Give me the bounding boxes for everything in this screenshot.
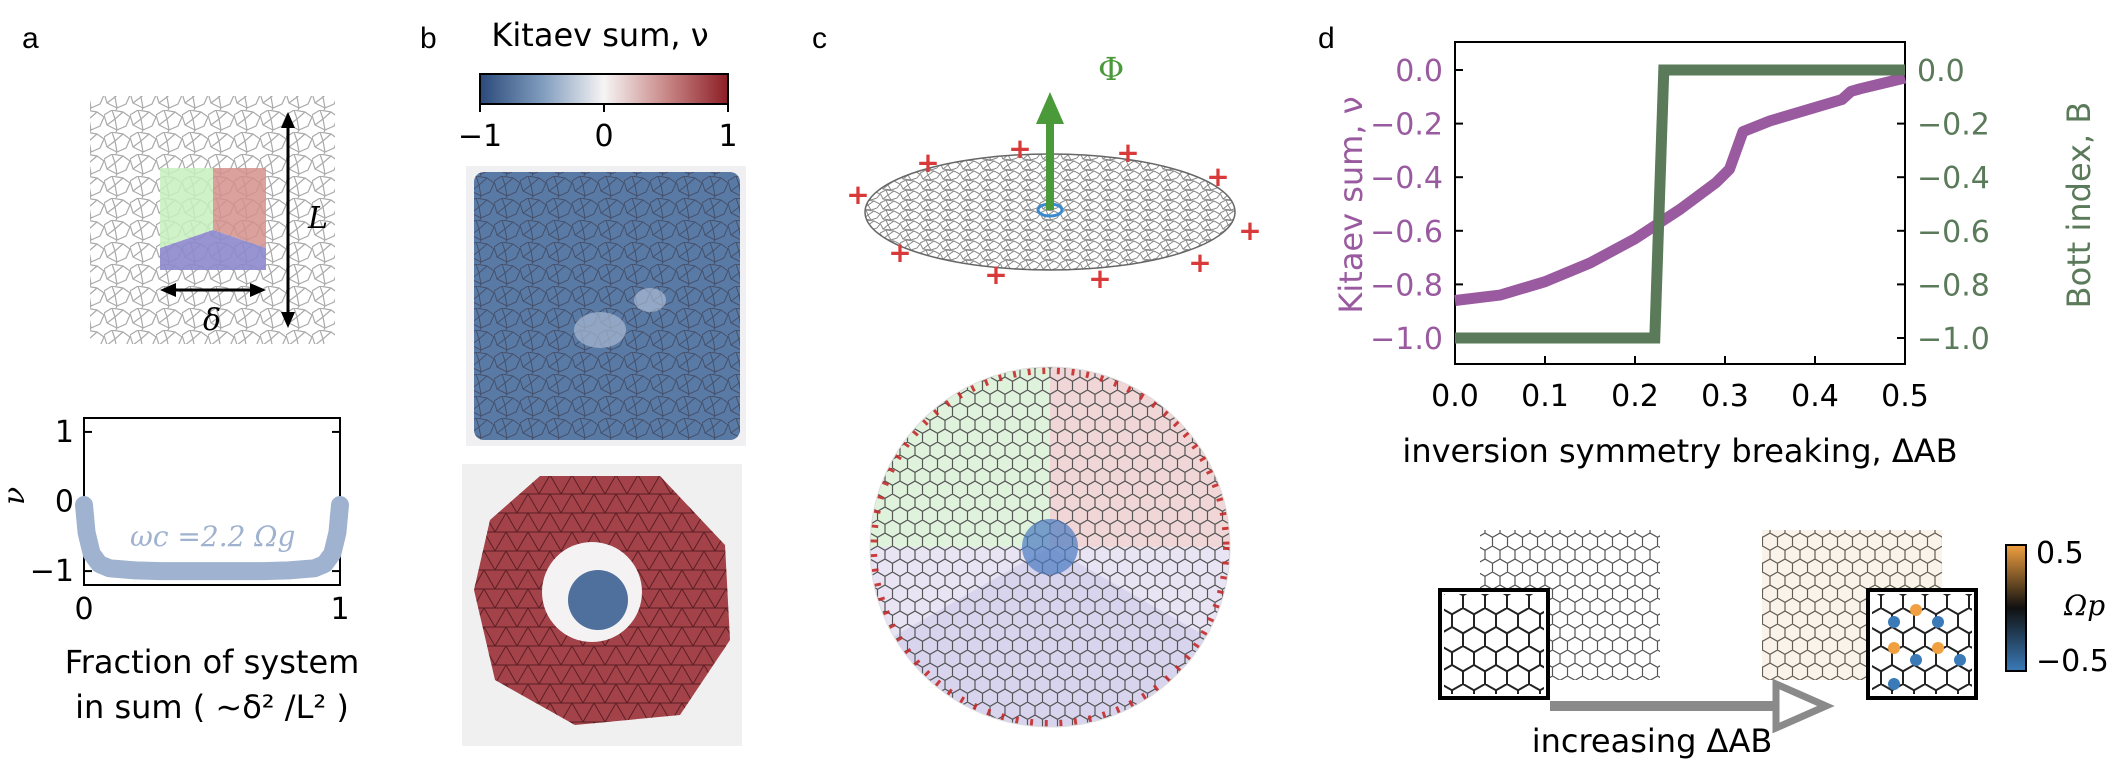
svg-text:+: +: [984, 258, 1007, 291]
delta-label: δ: [203, 303, 221, 338]
series-line-kitaev: [1454, 72, 1907, 306]
kitaev-map-donut-core: [568, 570, 628, 630]
panel-label-b: b: [420, 22, 437, 55]
colorbar-omega-tick-min: −0.5: [2036, 644, 2109, 679]
series-line-bott: [1455, 64, 1905, 344]
series-line-omega: [75, 496, 349, 581]
svg-text:+: +: [916, 146, 939, 179]
increasing-arrow-label: increasing ΔAB: [1532, 722, 1773, 760]
increasing-arrow: [1550, 678, 1835, 734]
plot-d-ytick-right-label: −1.0: [1917, 322, 1990, 357]
svg-text:+: +: [1088, 262, 1111, 295]
colorbar-omega: [2005, 544, 2027, 672]
lattice-broken-sites: [1888, 604, 1966, 690]
svg-text:+: +: [846, 178, 869, 211]
plot-d-xlabel: inversion symmetry breaking, ΔAB: [1402, 432, 1957, 470]
panel-label-a: a: [22, 22, 39, 55]
svg-text:+: +: [1188, 246, 1211, 279]
colorbar-omega-tick-max: 0.5: [2036, 536, 2084, 571]
flux-arrow: [1036, 92, 1064, 210]
plot-d-ytick-right-label: −0.2: [1917, 108, 1990, 143]
disk-lattice: [870, 367, 1230, 727]
kitaev-map-light-patch: [574, 312, 626, 348]
plot-d-ticks: 0.0 0.1 0.2 0.3 0.4 0.5 0.0 0.0 −0.2 −0.2 −0.4 −0.4…: [1370, 54, 1990, 414]
panel-d-insets: 0.5 −0.5 Ωp increasing ΔAB: [1438, 530, 2109, 760]
plot-d-ytick-left-label: −0.2: [1370, 108, 1443, 143]
colorbar-b-tick-mid: 0: [594, 119, 613, 154]
svg-text:+: +: [1206, 160, 1229, 193]
plot-a-xlabel-line2: in sum ( ∼δ² /L² ): [75, 688, 349, 726]
L-arrow: [281, 112, 295, 328]
flux-label: Φ: [1098, 50, 1124, 88]
panel-d-plot: 0.0 0.1 0.2 0.3 0.4 0.5 0.0 0.0 −0.2 −0.2 −0.4 −0.4…: [1332, 41, 2098, 470]
L-label: L: [307, 201, 328, 236]
lattice-broken-zoom-pattern: [1872, 594, 1972, 694]
colorbar-b: [479, 73, 729, 105]
panel-label-c: c: [812, 22, 827, 55]
colorbar-b-tick-min: −1: [458, 119, 502, 154]
plot-d-ytick-left-label: −0.6: [1370, 215, 1443, 250]
plot-d-ytick-left-label: −0.8: [1370, 268, 1443, 303]
plot-d-ytick-right-label: 0.0: [1917, 54, 1965, 89]
panel-a-schematic: L δ: [90, 96, 335, 344]
delta-arrow: [160, 283, 266, 297]
plot-d-xtick-label: 0.1: [1521, 379, 1569, 414]
colorbar-b-title: Kitaev sum, ν: [491, 16, 708, 54]
plot-a-xlabel-line1: Fraction of system: [65, 643, 360, 681]
region-red: [213, 168, 266, 248]
svg-text:+: +: [888, 236, 911, 269]
region-green: [160, 168, 213, 248]
panel-a-plot: 0 110−1 ωc =2.2 Ωg ν Fraction of system i…: [0, 415, 359, 726]
panel-b: Kitaev sum, ν −1 0 1: [458, 16, 746, 746]
svg-text:+: +: [1008, 132, 1031, 165]
plot-d-frame: [1454, 41, 1906, 365]
plot-d-ytick-left-label: −1.0: [1370, 322, 1443, 357]
plot-d-xtick-label: 0.0: [1431, 379, 1479, 414]
plot-d-ytick-right-label: −0.8: [1917, 268, 1990, 303]
plot-a-ytick-label: −1: [30, 554, 74, 589]
colorbar-b-tick-max: 1: [718, 119, 737, 154]
plot-d-xtick-label: 0.2: [1611, 379, 1659, 414]
kitaev-map-light-patch-2: [634, 288, 666, 312]
plot-a-ylabel: ν: [0, 487, 32, 505]
panel-label-d: d: [1318, 22, 1335, 55]
series-annotation-omega: ωc =2.2 Ωg: [130, 520, 295, 553]
plot-a-xtick-label: 0: [74, 592, 93, 627]
svg-text:+: +: [1116, 136, 1139, 169]
plot-d-ytick-left-label: −0.4: [1370, 161, 1443, 196]
svg-text:+: +: [1238, 214, 1261, 247]
plot-a-ytick-label: 1: [55, 415, 74, 450]
lattice-unbroken-zoom-pattern: [1444, 594, 1544, 694]
plot-d-xtick-label: 0.3: [1701, 379, 1749, 414]
region-blue: [160, 230, 266, 270]
plot-a-frame: [83, 417, 341, 586]
plot-d-ytick-right-label: −0.4: [1917, 161, 1990, 196]
kitaev-map-amorphous-cells: [474, 172, 740, 440]
plot-d-xtick-label: 0.4: [1791, 379, 1839, 414]
plot-d-xtick-label: 0.5: [1881, 379, 1929, 414]
plot-d-ytick-left-label: 0.0: [1395, 54, 1443, 89]
boundary-crosses: + + + + + + + + + +: [846, 132, 1261, 295]
plot-d-ylabel-right: Bott index, B: [2060, 102, 2098, 309]
colorbar-omega-label: Ωp: [2063, 589, 2105, 622]
colorbar-b-ticks: [479, 104, 729, 112]
plot-d-ylabel-left: Kitaev sum, ν: [1332, 96, 1370, 313]
plot-a-xtick-label: 1: [330, 592, 349, 627]
plot-a-ytick-label: 0: [55, 485, 74, 520]
panel-c: Φ + + + + + + + + + +: [846, 50, 1262, 728]
disk-lattice-outline: [869, 366, 1231, 728]
plot-d-ytick-right-label: −0.6: [1917, 215, 1990, 250]
